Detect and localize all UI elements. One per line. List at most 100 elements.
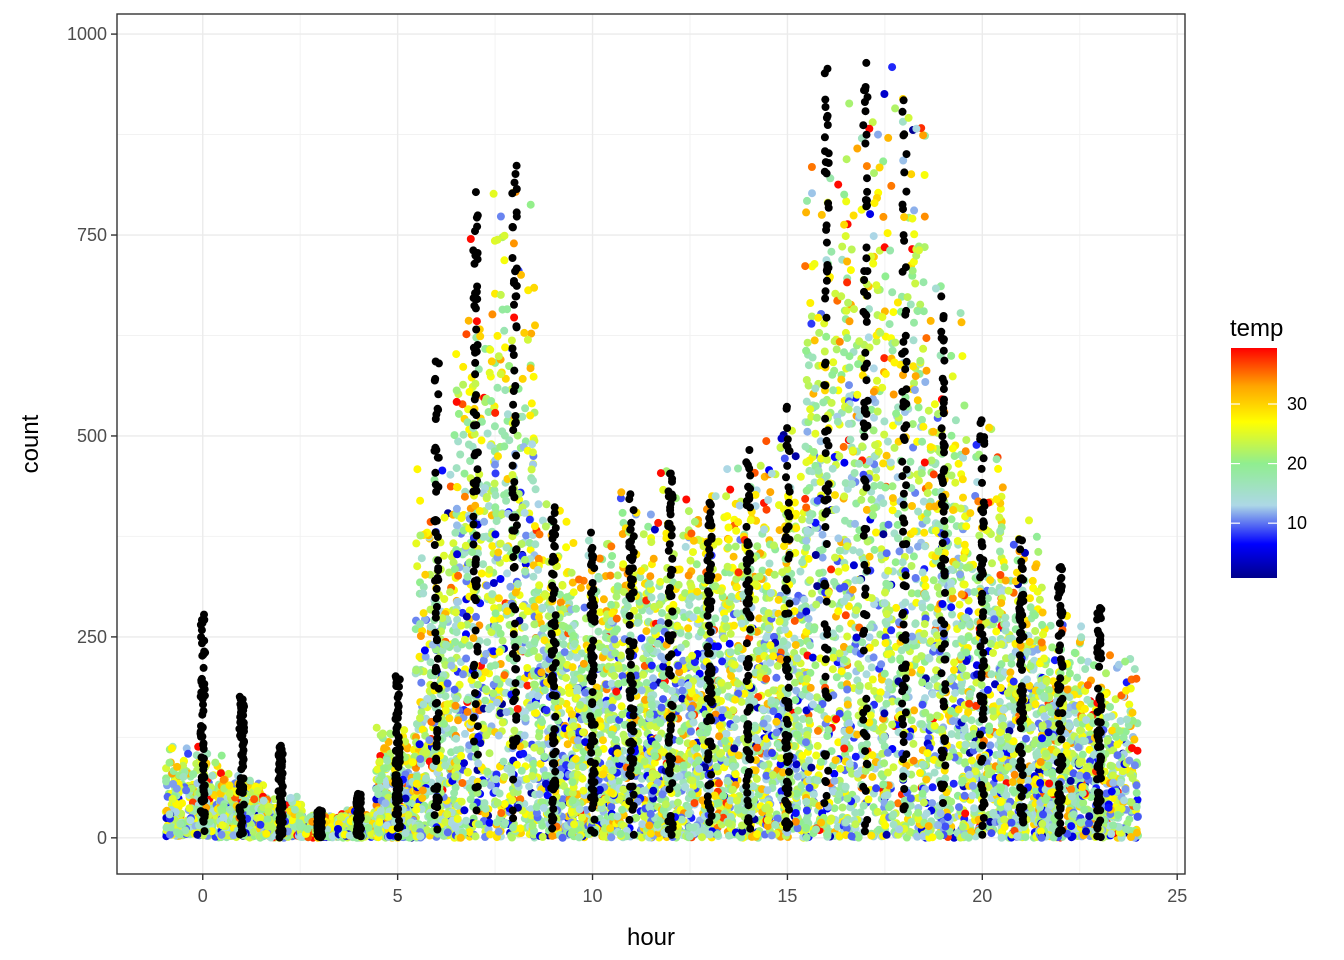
data-point-missing-temp bbox=[431, 667, 440, 676]
data-point-missing-temp bbox=[511, 643, 520, 652]
data-point bbox=[412, 805, 421, 814]
data-point bbox=[486, 345, 495, 354]
data-point bbox=[460, 759, 468, 768]
data-point bbox=[468, 548, 477, 557]
data-point bbox=[594, 748, 603, 757]
data-point bbox=[416, 620, 425, 628]
data-point bbox=[569, 539, 578, 547]
data-point bbox=[500, 256, 509, 265]
data-point bbox=[573, 736, 582, 745]
data-point bbox=[189, 770, 198, 779]
data-point bbox=[456, 833, 465, 842]
data-point bbox=[528, 448, 537, 457]
data-point-missing-temp bbox=[197, 626, 206, 635]
data-point bbox=[520, 623, 529, 631]
data-point bbox=[488, 310, 497, 319]
data-point bbox=[513, 705, 522, 713]
data-point bbox=[453, 483, 462, 492]
data-point bbox=[568, 828, 577, 837]
data-point bbox=[511, 588, 520, 597]
data-point bbox=[548, 831, 557, 840]
data-point bbox=[496, 212, 505, 221]
data-point bbox=[579, 659, 588, 668]
data-point bbox=[487, 357, 496, 366]
data-point-missing-temp bbox=[510, 562, 519, 571]
data-point bbox=[485, 565, 494, 574]
data-point bbox=[608, 552, 617, 560]
data-point bbox=[521, 714, 530, 723]
data-point-missing-temp bbox=[590, 737, 599, 746]
data-point-missing-temp bbox=[431, 613, 440, 622]
data-point bbox=[440, 719, 448, 728]
data-point bbox=[162, 777, 171, 786]
data-point-missing-temp bbox=[431, 374, 440, 383]
data-point bbox=[295, 819, 304, 828]
data-point bbox=[567, 568, 576, 577]
data-point-missing-temp bbox=[434, 390, 443, 399]
data-point bbox=[571, 754, 580, 763]
data-point bbox=[520, 555, 529, 564]
data-point-missing-temp bbox=[392, 724, 401, 733]
data-point bbox=[416, 632, 425, 640]
data-point bbox=[508, 823, 517, 832]
data-point-missing-temp bbox=[473, 476, 481, 485]
data-point bbox=[462, 330, 471, 339]
data-point bbox=[416, 755, 425, 763]
data-point-missing-temp bbox=[471, 560, 480, 569]
data-point bbox=[450, 431, 459, 440]
data-point bbox=[525, 782, 534, 791]
data-point bbox=[451, 783, 460, 792]
data-point bbox=[530, 602, 539, 611]
data-point-missing-temp bbox=[433, 825, 442, 834]
data-point-missing-temp bbox=[431, 593, 440, 602]
data-point-missing-temp bbox=[548, 824, 557, 833]
data-point bbox=[463, 707, 472, 716]
data-point bbox=[538, 833, 547, 841]
data-point-missing-temp bbox=[587, 528, 595, 537]
data-point bbox=[380, 744, 389, 753]
data-point bbox=[510, 726, 519, 735]
data-point bbox=[562, 543, 571, 552]
data-point-missing-temp bbox=[237, 826, 246, 835]
data-point-missing-temp bbox=[434, 564, 443, 573]
data-point bbox=[520, 508, 529, 517]
data-point bbox=[516, 824, 525, 833]
data-point bbox=[500, 326, 509, 335]
data-point bbox=[218, 821, 227, 830]
data-point-missing-temp bbox=[469, 520, 478, 529]
data-point-missing-temp bbox=[548, 557, 557, 566]
data-point-missing-temp bbox=[472, 213, 481, 222]
data-point bbox=[401, 829, 410, 837]
data-point bbox=[523, 335, 532, 344]
data-point-missing-temp bbox=[430, 811, 439, 820]
data-point bbox=[225, 805, 234, 814]
data-point bbox=[451, 701, 460, 710]
data-point-missing-temp bbox=[510, 300, 518, 309]
data-point-missing-temp bbox=[471, 700, 480, 709]
data-point-missing-temp bbox=[394, 700, 402, 709]
data-point bbox=[476, 332, 485, 341]
data-point-missing-temp bbox=[587, 793, 595, 802]
data-point-missing-temp bbox=[431, 628, 440, 637]
data-point bbox=[534, 500, 543, 509]
data-point bbox=[520, 328, 529, 337]
data-point bbox=[256, 820, 265, 829]
data-point-missing-temp bbox=[471, 188, 480, 197]
data-point bbox=[482, 493, 491, 501]
data-point bbox=[531, 321, 539, 330]
data-point bbox=[493, 383, 502, 392]
data-point bbox=[205, 817, 214, 826]
data-point bbox=[167, 744, 176, 753]
data-point bbox=[567, 710, 576, 719]
data-point bbox=[563, 593, 571, 602]
data-point bbox=[182, 786, 191, 795]
data-point bbox=[500, 231, 509, 240]
data-point-missing-temp bbox=[588, 551, 596, 560]
data-point-missing-temp bbox=[551, 712, 560, 721]
data-point bbox=[503, 305, 512, 314]
data-point-missing-temp bbox=[508, 806, 517, 815]
data-point bbox=[569, 588, 578, 597]
data-point bbox=[179, 772, 188, 781]
data-point-missing-temp bbox=[200, 691, 209, 700]
